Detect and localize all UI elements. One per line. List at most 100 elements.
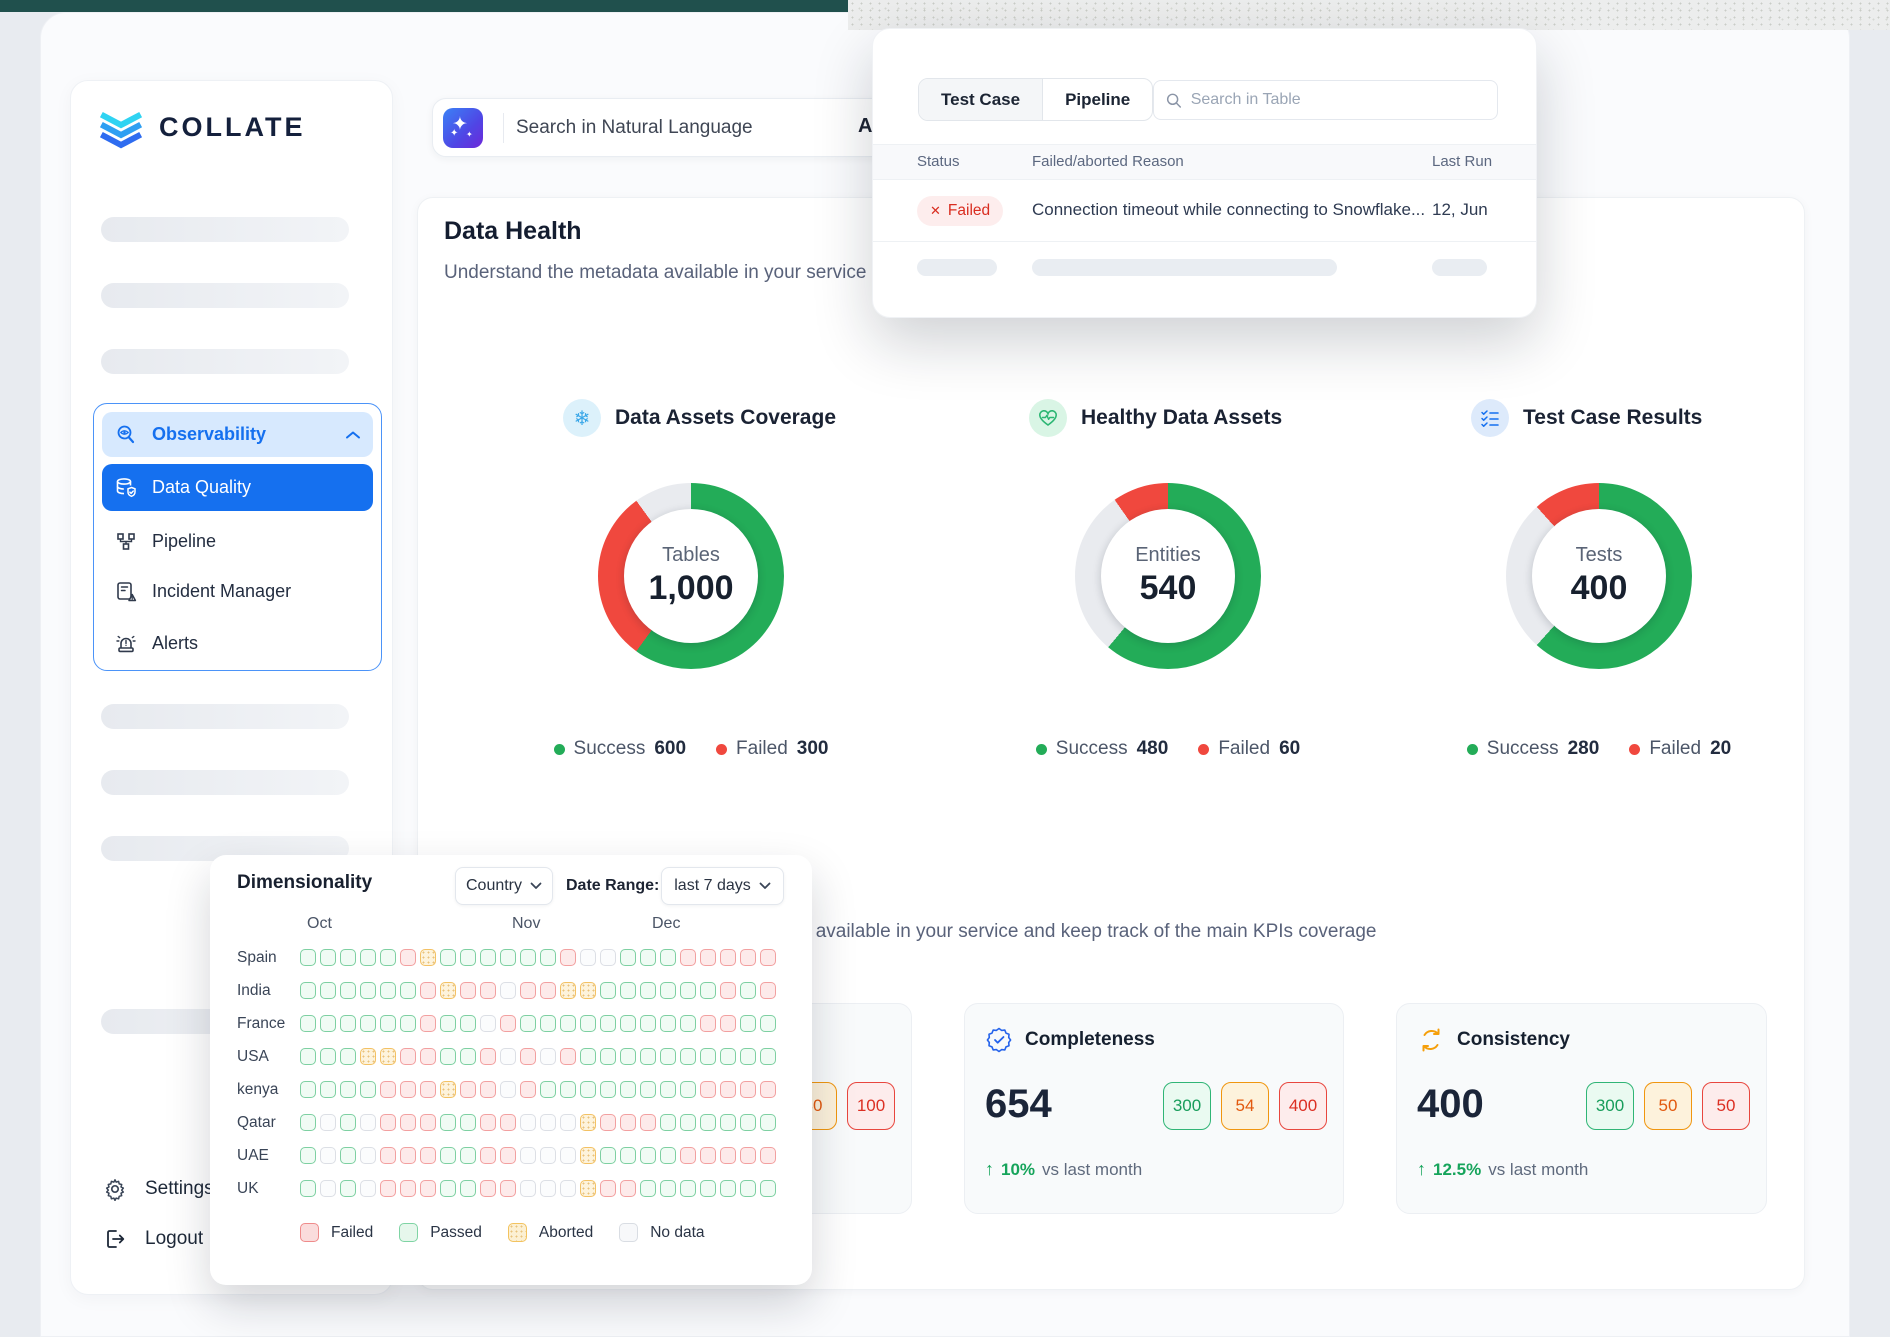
table-search-input[interactable]	[1190, 91, 1485, 109]
heatmap-cell-nodata	[520, 1147, 536, 1164]
heatmap-cell-failed	[420, 1048, 436, 1065]
country-label: India	[237, 981, 271, 999]
heatmap-cell-failed	[400, 1114, 416, 1131]
heatmap-cell-passed	[680, 1114, 696, 1131]
heatmap-cell-failed	[560, 1048, 576, 1065]
failed-dot-icon	[1198, 743, 1210, 755]
heatmap-cell-failed	[500, 1015, 516, 1032]
heatmap-cell-aborted	[580, 1114, 596, 1131]
observability-search-eye-icon	[114, 423, 138, 447]
heatmap-cell-failed	[600, 1114, 616, 1131]
kpi-card-completeness: Completeness 654 300 54 400 ↑ 10% vs last …	[964, 1003, 1344, 1214]
dimension-select[interactable]: Country	[455, 867, 553, 905]
heatmap-legend-item: No data	[619, 1223, 705, 1242]
heatmap-cell-failed	[420, 1081, 436, 1098]
failed-dot-icon	[716, 743, 728, 755]
checklist-icon	[1471, 399, 1509, 437]
sidebar-item-label: Observability	[152, 424, 267, 444]
observability-menu-group: Observability	[93, 403, 382, 671]
heatmap-cell-passed	[560, 1081, 576, 1098]
heatmap-cell-nodata	[500, 1081, 516, 1098]
sidebar-item-pipeline[interactable]: Pipeline	[102, 519, 373, 564]
logout-icon	[103, 1227, 127, 1251]
kpi-badge-group: 300 54 400	[1163, 1082, 1327, 1130]
tab-pipeline[interactable]: Pipeline	[1042, 79, 1152, 120]
date-range-select[interactable]: last 7 days	[661, 867, 784, 905]
nodata-swatch-icon	[619, 1223, 639, 1242]
natural-language-search-input[interactable]	[516, 116, 846, 139]
heatmap-cell-passed	[740, 982, 756, 999]
heatmap-cell-aborted	[580, 1180, 596, 1197]
heatmap-cell-passed	[580, 1015, 596, 1032]
heatmap-cell-passed	[640, 982, 656, 999]
heatmap-cell-nodata	[560, 1180, 576, 1197]
heatmap-cell-failed	[560, 949, 576, 966]
alert-siren-icon	[114, 632, 138, 656]
sidebar-item-observability[interactable]: Observability	[102, 412, 373, 457]
heatmap-cells	[300, 1114, 776, 1131]
chevron-up-icon[interactable]	[345, 430, 361, 440]
donut-legend: Success 600 Failed 300	[501, 738, 881, 760]
dimension-select-value: Country	[465, 877, 523, 894]
heatmap-cells	[300, 982, 776, 999]
heatmap-cell-passed	[460, 1147, 476, 1164]
sidebar-skeleton	[101, 283, 349, 308]
kpi-card-consistency: Consistency 400 300 50 50 ↑ 12.5% vs last …	[1396, 1003, 1767, 1214]
donut-center: Tests 400	[1532, 509, 1666, 643]
success-dot-icon	[553, 743, 565, 755]
heatmap-row: UAE	[237, 1147, 776, 1164]
heatmap-cell-passed	[640, 1180, 656, 1197]
kpi-badge: 300	[1586, 1082, 1634, 1130]
heatmap-cell-passed	[620, 1081, 636, 1098]
heatmap-cell-passed	[720, 1048, 736, 1065]
table-row[interactable]: ✕ Failed Connection timeout while connec…	[873, 180, 1536, 242]
heatmap-cell-passed	[380, 949, 396, 966]
test-case-overlay-panel: Test Case Pipeline Status Failed/aborted…	[872, 28, 1537, 318]
donut-legend: Success 280 Failed 20	[1409, 738, 1789, 760]
table-skeleton	[917, 259, 997, 276]
sparkle-glyph: ✦	[466, 129, 473, 139]
heatmap-cell-passed	[520, 949, 536, 966]
heatmap-cell-failed	[400, 1081, 416, 1098]
heatmap-cell-failed	[380, 1081, 396, 1098]
heatmap-cell-nodata	[540, 1180, 556, 1197]
section-header-data-assets-coverage: ❄ Data Assets Coverage	[563, 399, 836, 437]
heatmap-cell-passed	[360, 982, 376, 999]
heatmap-cell-nodata	[320, 1114, 336, 1131]
heatmap-cell-aborted	[380, 1048, 396, 1065]
heatmap-cell-failed	[500, 1114, 516, 1131]
sidebar-item-settings[interactable]: Settings	[103, 1177, 214, 1201]
heatmap-cell-failed	[400, 1147, 416, 1164]
heatmap-cell-failed	[720, 949, 736, 966]
heatmap-cell-passed	[460, 1114, 476, 1131]
heatmap-cell-failed	[380, 1180, 396, 1197]
heatmap-cell-passed	[620, 949, 636, 966]
tab-test-case[interactable]: Test Case	[919, 79, 1043, 120]
heatmap-cell-nodata	[540, 1048, 556, 1065]
heatmap-cell-failed	[620, 1114, 636, 1131]
heatmap-cell-passed	[640, 1081, 656, 1098]
kpi-badge: 300	[1163, 1082, 1211, 1130]
ai-sparkle-icon: ✦ ✦ ✦	[443, 107, 483, 148]
sidebar-item-alerts[interactable]: Alerts	[102, 621, 373, 666]
heatmap-cell-failed	[480, 1114, 496, 1131]
heatmap-grid: Spain India France USA kenya Qatar UAE UK	[237, 949, 776, 1197]
heatmap-cell-passed	[340, 982, 356, 999]
table-search-field[interactable]	[1153, 80, 1498, 120]
passed-swatch-icon	[399, 1223, 419, 1242]
donut-chart-data-assets: Tables 1,000	[598, 483, 784, 669]
section-header-test-case-results: Test Case Results	[1471, 399, 1702, 437]
heatmap-cell-passed	[340, 1015, 356, 1032]
heatmap-cell-nodata	[540, 1147, 556, 1164]
sidebar-item-incident-manager[interactable]: Incident Manager	[102, 569, 373, 614]
heatmap-cell-passed	[600, 982, 616, 999]
sidebar-skeleton	[101, 349, 349, 374]
heatmap-cell-passed	[320, 1015, 336, 1032]
kpi-badge: 400	[1279, 1082, 1327, 1130]
heatmap-cell-failed	[380, 1147, 396, 1164]
sidebar-item-data-quality[interactable]: Data Quality	[102, 464, 373, 511]
heatmap-cell-aborted	[580, 1147, 596, 1164]
sidebar-item-logout[interactable]: Logout	[103, 1227, 203, 1251]
legend-item-failed: Failed 20	[1629, 738, 1731, 760]
kpi-card-header: Consistency	[1417, 1026, 1570, 1054]
